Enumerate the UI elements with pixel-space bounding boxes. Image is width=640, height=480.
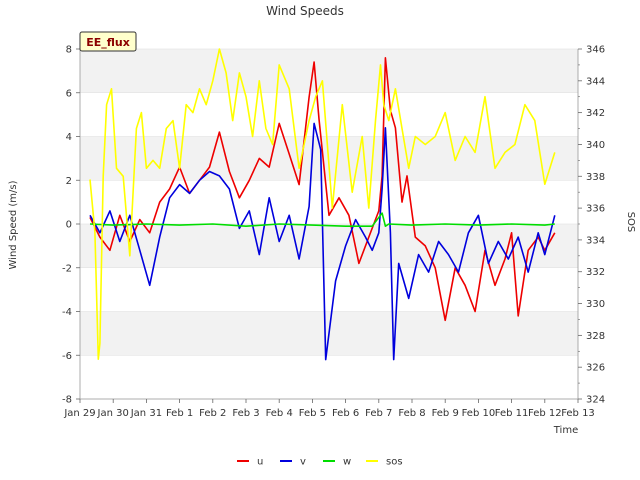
y-tick-label: -4	[62, 307, 72, 318]
legend-label-w: w	[343, 457, 351, 468]
x-tick-label: Jan 29	[63, 408, 95, 419]
legend-label-u: u	[257, 457, 263, 468]
right-y-axis: 324 326 328 330 332 334 336 338 340 342 344 346	[578, 45, 605, 406]
x-tick-label: Feb 9	[432, 408, 459, 419]
x-tick-label: Feb 5	[299, 408, 326, 419]
y-tick-label: -2	[62, 263, 72, 274]
legend-label-v: v	[300, 457, 306, 468]
y2-tick-label: 344	[586, 76, 605, 87]
series-layer	[89, 48, 556, 361]
left-y-axis: -8 -6 -4 -2 0 2 4 6 8	[62, 45, 80, 406]
legend-label-sos: sos	[386, 457, 403, 468]
x-tick-label: Feb 2	[199, 408, 226, 419]
y2-tick-label: 342	[586, 108, 605, 119]
y2-tick-label: 326	[586, 363, 605, 374]
y-tick-label: 4	[66, 132, 72, 143]
series-line-u	[89, 56, 556, 322]
y-tick-label: -8	[62, 395, 72, 406]
x-tick-label: Feb 1	[166, 408, 193, 419]
y2-tick-label: 328	[586, 331, 605, 342]
y2-tick-label: 324	[586, 395, 605, 406]
x-tick-label: Feb 13	[561, 408, 595, 419]
x-tick-label: Feb 12	[528, 408, 562, 419]
x-tick-label: Feb 11	[495, 408, 529, 419]
grid-band	[80, 224, 578, 268]
y-tick-label: 0	[66, 220, 72, 231]
y2-tick-label: 340	[586, 140, 605, 151]
y2-tick-label: 334	[586, 235, 605, 246]
grid-band	[80, 49, 578, 93]
ee-flux-badge: EE_flux	[79, 31, 137, 52]
series-line-w	[89, 212, 555, 227]
x-tick-label: Feb 4	[266, 408, 293, 419]
x-tick-label: Feb 8	[398, 408, 425, 419]
y2-tick-label: 332	[586, 267, 605, 278]
chart-title: Wind Speeds	[266, 4, 344, 18]
x-axis: Jan 29 Jan 30 Jan 31 Feb 1 Feb 2 Feb 3 Feb 4 Fe…	[63, 399, 595, 419]
y2-axis-title: SOS	[625, 212, 636, 233]
x-tick-label: Feb 10	[462, 408, 496, 419]
y-tick-label: 6	[66, 88, 72, 99]
y2-tick-label: 336	[586, 204, 605, 215]
legend: u v w sos	[237, 457, 403, 468]
badge-label: EE_flux	[86, 36, 130, 49]
x-tick-label: Feb 3	[232, 408, 259, 419]
y2-tick-label: 338	[586, 172, 605, 183]
y-axis-title: Wind Speed (m/s)	[8, 180, 19, 269]
x-axis-title: Time	[553, 425, 578, 436]
series-line-v	[89, 122, 556, 361]
y-tick-label: 8	[66, 45, 72, 56]
y-tick-label: -6	[62, 351, 72, 362]
series-line-sos	[89, 48, 556, 361]
x-tick-label: Feb 7	[365, 408, 392, 419]
x-tick-label: Feb 6	[332, 408, 359, 419]
y2-tick-label: 346	[586, 45, 605, 56]
x-tick-label: Jan 30	[97, 408, 129, 419]
y2-tick-label: 330	[586, 299, 605, 310]
x-tick-label: Jan 31	[130, 408, 162, 419]
y-tick-label: 2	[66, 176, 72, 187]
